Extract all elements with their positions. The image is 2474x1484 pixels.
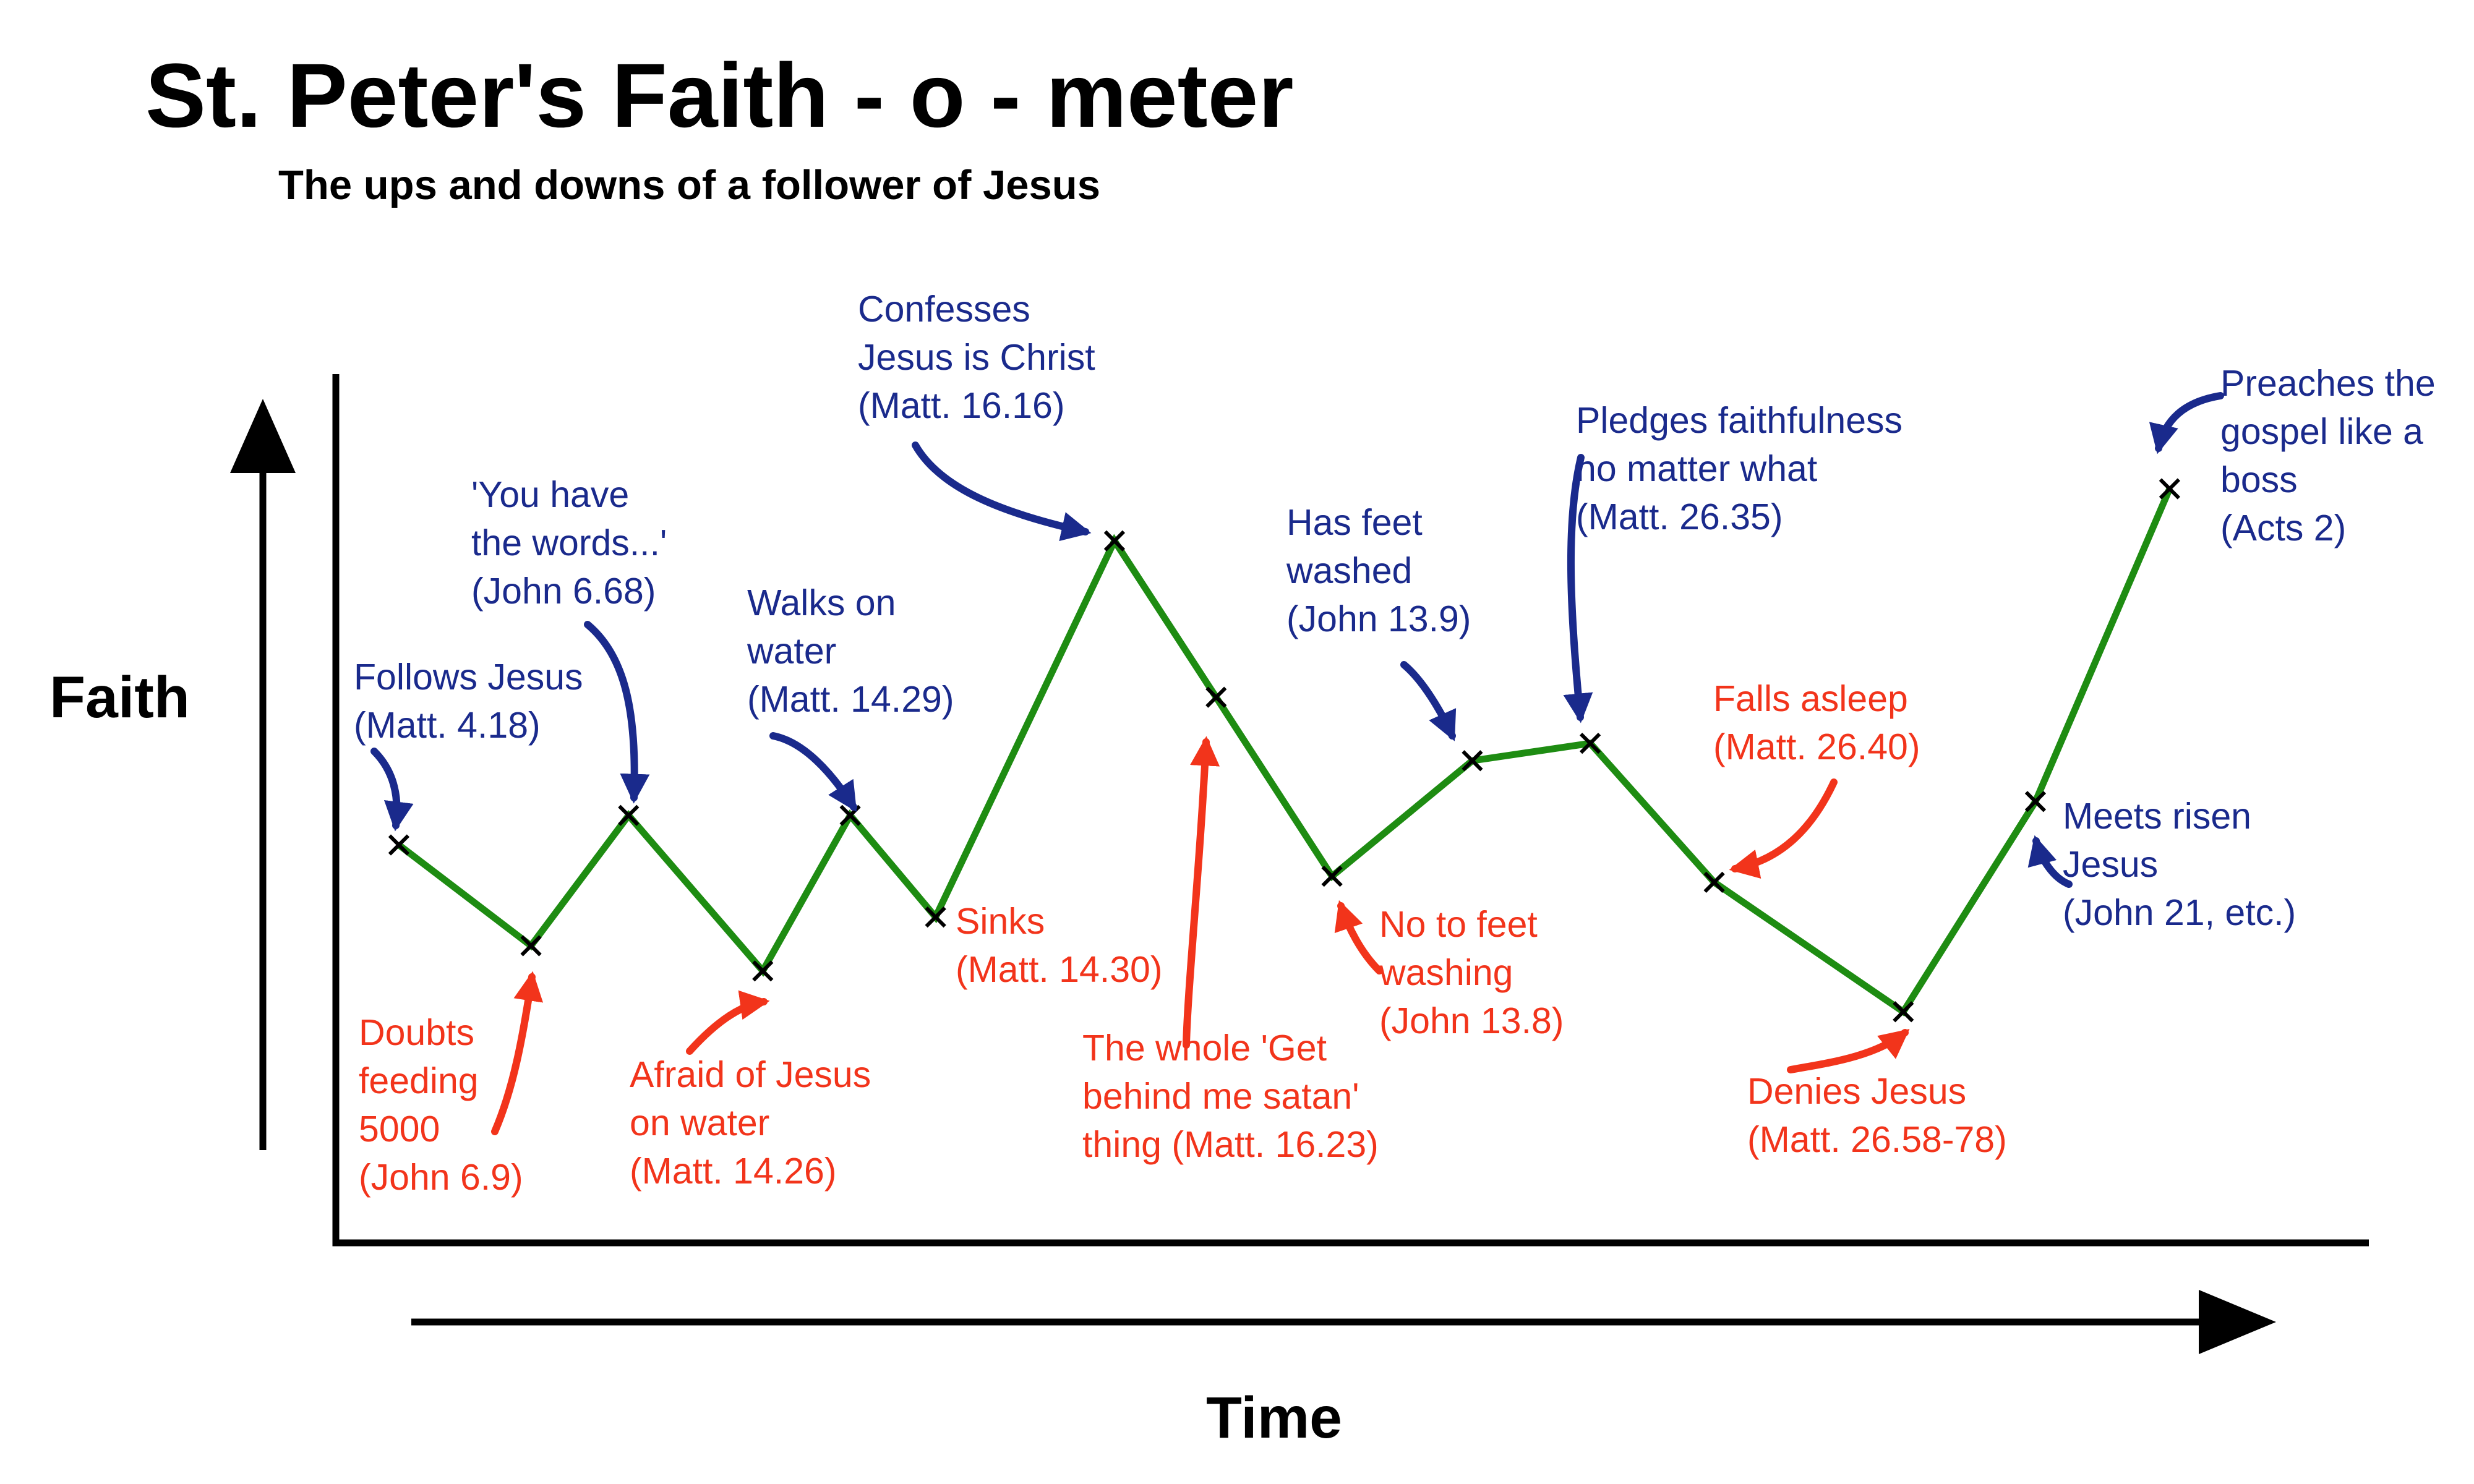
annotation-label: Meets risen Jesus (John 21, etc.) [2063, 796, 2296, 933]
annotation-label: Walks on water (Matt. 14.29) [747, 582, 954, 720]
annotation-label: Confesses Jesus is Christ (Matt. 16.16) [858, 289, 1095, 426]
annotation-arrow-icon [2027, 835, 2073, 888]
annotation-label: 'You have the words...' (John 6.68) [471, 474, 667, 612]
annotation-label: The whole 'Get behind me satan' thing (Mat… [1082, 1028, 1379, 1165]
annotation-arrow-icon [491, 971, 544, 1135]
data-point-marker [2159, 478, 2180, 500]
data-point-marker [1103, 530, 1126, 552]
annotation-arrow-icon [1183, 736, 1220, 1049]
data-point-marker [925, 906, 946, 928]
data-point-marker [618, 804, 640, 826]
annotation-label: Afraid of Jesus on water (Matt. 14.26) [630, 1054, 871, 1192]
data-point-marker [520, 935, 542, 957]
annotation-labels: Follows Jesus (Matt. 4.18) Doubts feeding 50… [354, 289, 2436, 1198]
annotation-label: Follows Jesus (Matt. 4.18) [354, 657, 583, 746]
annotation-arrow-icon [584, 621, 650, 804]
annotation-label: No to feet washing (John 13.8) [1379, 904, 1564, 1041]
data-point-marker [2024, 791, 2047, 812]
x-arrow-head-icon [2199, 1290, 2276, 1354]
x-axis-label: Time [1206, 1385, 1342, 1451]
annotation-label: Denies Jesus (Matt. 26.58-78) [1747, 1071, 2007, 1160]
annotation-arrow-icon [370, 748, 414, 832]
data-point-marker [1321, 865, 1343, 887]
data-point-marker [1579, 733, 1601, 754]
annotation-label: Falls asleep (Matt. 26.40) [1713, 678, 1920, 767]
annotation-arrow-icon [1400, 661, 1457, 741]
y-axis-label: Faith [49, 665, 190, 730]
annotation-arrow-icon [1334, 900, 1383, 974]
data-point-marker [388, 834, 410, 856]
annotation-arrows [370, 392, 2224, 1135]
data-point-marker [1703, 871, 1725, 893]
chart-subtitle: The ups and downs of a follower of Jesus [278, 162, 1100, 208]
annotation-label: Sinks (Matt. 14.30) [956, 901, 1162, 990]
annotation-arrow-icon [912, 441, 1092, 542]
annotation-arrow-icon [2149, 392, 2224, 454]
y-arrow-head-icon [230, 399, 296, 473]
annotation-arrow-icon [1787, 1029, 1910, 1073]
annotation-label: Preaches the gospel like a boss (Acts 2) [2220, 363, 2436, 548]
annotation-label: Pledges faithfulness no matter what (Matt.… [1576, 400, 1903, 537]
chart-title: St. Peter's Faith - o - meter [145, 45, 1294, 147]
annotation-arrow-icon [1563, 454, 1593, 723]
axes-frame [332, 374, 2369, 1247]
annotation-arrow-icon [686, 990, 770, 1055]
annotation-arrow-icon [1729, 778, 1838, 879]
annotation-label: Has feet washed (John 13.9) [1286, 502, 1471, 639]
data-point-marker [1462, 750, 1483, 772]
annotation-label: Doubts feeding 5000 (John 6.9) [359, 1012, 523, 1198]
annotation-arrow-icon [769, 732, 857, 812]
data-point-marker [752, 960, 774, 982]
data-point-marker [1205, 686, 1227, 708]
data-point-marker [1893, 1001, 1914, 1023]
